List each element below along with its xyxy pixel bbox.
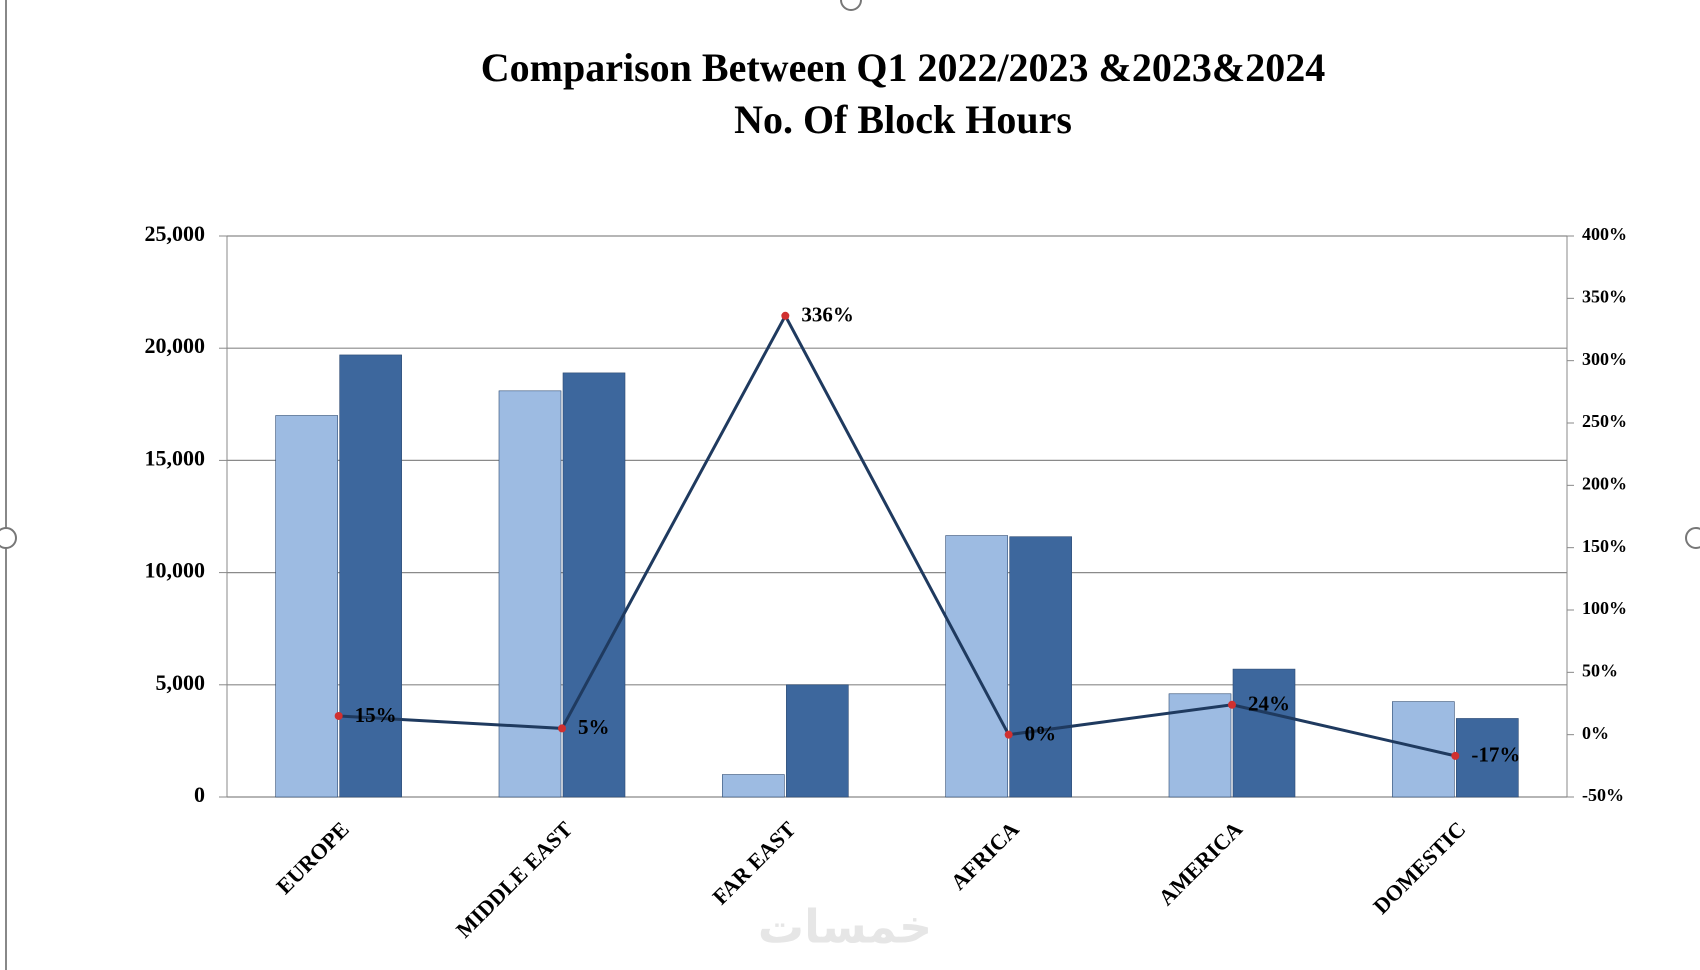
x-tick-label: EUROPE <box>271 816 354 899</box>
x-tick-label: AMERICA <box>1153 816 1247 910</box>
line-marker <box>1228 700 1236 709</box>
line <box>338 312 1456 758</box>
line-marker <box>781 311 790 320</box>
x-tick-label: MIDDLE EAST <box>451 816 577 942</box>
line-marker <box>334 711 343 720</box>
y-tick-label: 5,000 <box>156 670 206 695</box>
bar <box>1232 668 1296 798</box>
bar <box>498 390 562 798</box>
y2-tick-label: -50% <box>1582 785 1624 805</box>
chart-subtitle: No. Of Block Hours <box>734 97 1072 142</box>
data-label: 15% <box>355 703 397 727</box>
y-tick-label: 25,000 <box>145 221 206 246</box>
data-label: 5% <box>578 715 610 739</box>
bar <box>786 684 849 798</box>
bar <box>339 354 402 798</box>
bar <box>1456 718 1519 798</box>
watermark: خمسات <box>758 900 932 954</box>
y2-tick-label: 400% <box>1582 224 1627 244</box>
data-label: 24% <box>1248 692 1290 716</box>
data-label: 336% <box>801 303 854 327</box>
y2-tick-label: 150% <box>1582 536 1627 556</box>
x-tick-label: AFRICA <box>946 816 1024 894</box>
resize-handle[interactable] <box>840 0 862 11</box>
y-tick-label: 10,000 <box>145 558 206 583</box>
resize-handle[interactable] <box>1685 527 1700 549</box>
line-marker <box>1004 730 1013 739</box>
bar <box>1009 536 1072 798</box>
y-tick-label: 20,000 <box>145 333 206 358</box>
x-tick-label: FAR EAST <box>707 816 800 909</box>
line-marker <box>558 724 566 733</box>
bar <box>562 372 626 798</box>
data-label: -17% <box>1471 743 1520 767</box>
bar <box>722 774 785 798</box>
bar <box>945 535 1008 798</box>
y2-tick-label: 0% <box>1582 723 1609 743</box>
y2-tick-label: 100% <box>1582 598 1627 618</box>
y2-tick-label: 300% <box>1582 349 1627 369</box>
line-marker <box>1451 751 1460 760</box>
y2-tick-label: 250% <box>1582 411 1627 431</box>
y2-tick-label: 50% <box>1582 660 1618 680</box>
y-tick-label: 0 <box>194 782 205 807</box>
bar <box>275 415 338 798</box>
data-label: 0% <box>1025 721 1057 745</box>
y2-tick-label: 350% <box>1582 286 1627 306</box>
y2-tick-label: 200% <box>1582 473 1627 493</box>
y-tick-label: 15,000 <box>145 445 206 470</box>
chart-title: Comparison Between Q1 2022/2023 &2023&20… <box>481 45 1325 90</box>
x-tick-label: DOMESTIC <box>1368 816 1470 918</box>
resize-handle[interactable] <box>0 527 17 549</box>
